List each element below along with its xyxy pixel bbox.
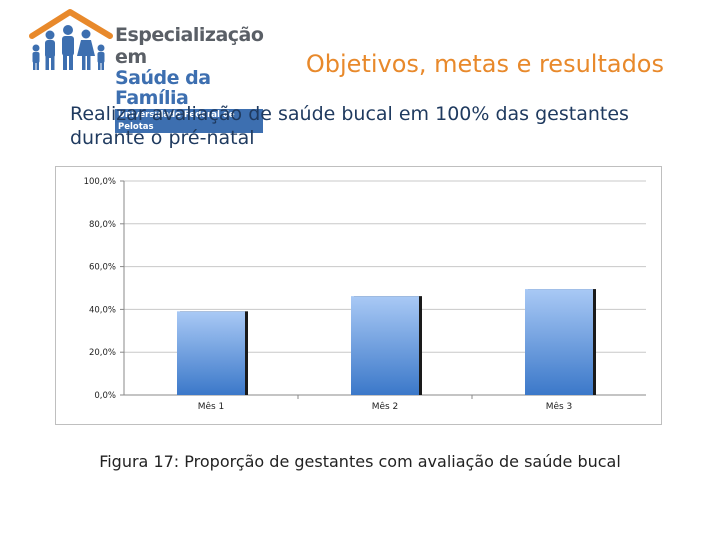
logo-text-line1: Especialização em [115,24,264,68]
bar-2 [351,296,419,395]
slide-subtitle: Realizar avaliação de saúde bucal em 100… [70,103,629,149]
x-category-label: Mês 2 [372,401,399,412]
y-tick-label: 20,0% [89,348,116,358]
y-tick-label: 80,0% [89,220,116,230]
logo-text-line3: Universidade Federal de Pelotas [115,109,264,133]
chart-container: 0,0% 20,0% 40,0% 60,0% 80,0% 100,0% Mês 1 Mês 2… [55,166,662,425]
y-tick-label: 40,0% [89,305,116,315]
logo: Especialização em Saúde da Família Unive… [26,8,264,133]
bar-1 [177,311,245,395]
figure-caption: Figura 17: Proporção de gestantes com av… [99,452,621,471]
bar-chart: 0,0% 20,0% 40,0% 60,0% 80,0% 100,0% Mês 1 Mês 2… [84,177,646,412]
y-tick-label: 60,0% [89,263,116,273]
x-category-label: Mês 3 [546,401,573,412]
bar-3 [525,289,593,395]
logo-text-line2: Saúde da Família [115,67,211,109]
slide-title: Objetivos, metas e resultados [305,50,664,78]
x-category-label: Mês 1 [198,401,225,412]
y-tick-label: 0,0% [94,391,116,401]
family-house-logo-icon [29,9,113,70]
y-tick-label: 100,0% [84,177,116,187]
